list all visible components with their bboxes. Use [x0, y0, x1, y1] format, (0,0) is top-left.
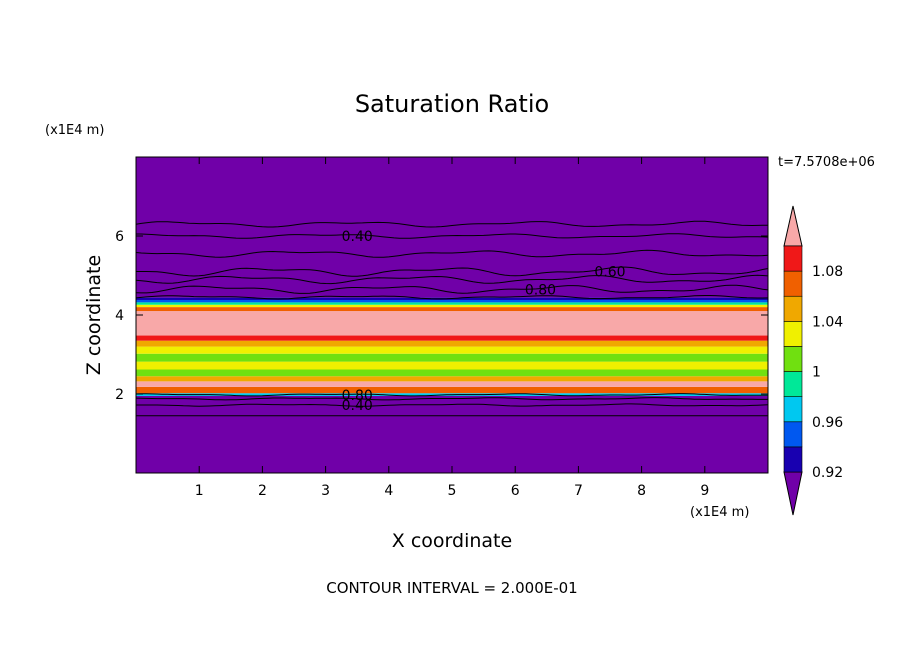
- plot-area: 0.400.600.800.800.40: [135, 156, 769, 474]
- contour-line-0: [135, 220, 769, 228]
- band-10: [136, 335, 768, 341]
- colorbar-box: [783, 321, 803, 347]
- x-axis-label: X coordinate: [392, 530, 512, 552]
- band-11: [136, 311, 768, 336]
- x-tick-label: 4: [384, 483, 393, 499]
- time-label: t=7.5708e+06: [778, 155, 875, 170]
- colorbar-tick-label: 0.92: [812, 465, 843, 481]
- contour-line-6: [135, 295, 769, 300]
- y-tick-label: 4: [115, 308, 124, 324]
- band-2: [136, 386, 768, 394]
- x-tick-label: 1: [195, 483, 204, 499]
- colorbar-tick-label: 1.04: [812, 314, 843, 330]
- band-12: [136, 307, 768, 312]
- colorbar-box: [783, 446, 803, 473]
- contour-line-9: [136, 403, 769, 407]
- x-tick-label: 8: [637, 483, 646, 499]
- y-unit-label: (x1E4 m): [45, 123, 104, 138]
- x-tick-label: 6: [511, 483, 520, 499]
- band-8: [136, 346, 768, 354]
- band-5: [136, 369, 768, 377]
- x-tick-label: 3: [321, 483, 330, 499]
- colorbar-box: [783, 346, 803, 372]
- colorbar-tick-label: 1.08: [812, 264, 843, 280]
- colorbar-tick-label: 0.96: [812, 415, 843, 431]
- band-3: [136, 381, 768, 387]
- contour-label: 0.40: [342, 398, 373, 414]
- colorbar-box: [783, 421, 803, 448]
- colorbar-under-triangle: [783, 471, 803, 516]
- y-tick-label: 2: [115, 387, 124, 403]
- colorbar-box: [783, 371, 803, 397]
- colorbar-box: [783, 295, 803, 322]
- x-tick-label: 5: [448, 483, 457, 499]
- y-axis-label: Z coordinate: [83, 255, 105, 375]
- band-4: [136, 376, 768, 382]
- colorbar-box: [783, 270, 803, 297]
- contour-label: 0.80: [342, 388, 373, 404]
- contour-lines: 0.400.600.800.800.40: [135, 220, 769, 417]
- band-13: [136, 304, 768, 308]
- x-tick-label: 9: [700, 483, 709, 499]
- contour-label: 0.40: [342, 229, 373, 245]
- contour-line-3: [136, 266, 769, 277]
- contour-line-7: [135, 393, 768, 397]
- chart-title: Saturation Ratio: [355, 90, 549, 118]
- y-tick-label: 6: [115, 229, 124, 245]
- contour-label: 0.60: [594, 265, 625, 281]
- y-axis-ticks: 2 4 6: [115, 229, 768, 403]
- colorbar-tick-label: 1: [812, 365, 821, 381]
- x-axis-ticks: 1 2 3 4 5 6 7 8 9: [195, 157, 709, 499]
- band-14: [136, 302, 768, 305]
- contour-line-1: [136, 233, 769, 239]
- band-9: [136, 340, 768, 347]
- colorbar-box: [783, 396, 803, 423]
- contour-interval-note: CONTOUR INTERVAL = 2.000E-01: [326, 579, 577, 597]
- band-6: [136, 361, 768, 370]
- contour-line-8: [135, 397, 768, 401]
- contour-line-2: [135, 249, 769, 258]
- x-tick-label: 7: [574, 483, 583, 499]
- band-7: [136, 353, 768, 362]
- x-unit-label: (x1E4 m): [690, 505, 749, 520]
- band-0: [136, 395, 768, 473]
- colorbar: 0.92 0.96 1 1.04 1.08: [783, 205, 843, 516]
- colorbar-box: [783, 245, 803, 272]
- contour-label: 0.80: [525, 282, 556, 298]
- contour-line-5: [135, 284, 769, 294]
- colorbar-over-triangle: [783, 205, 803, 247]
- x-tick-label: 2: [258, 483, 267, 499]
- band-15: [136, 299, 768, 303]
- contour-line-4: [135, 274, 769, 285]
- color-bands: [136, 157, 768, 473]
